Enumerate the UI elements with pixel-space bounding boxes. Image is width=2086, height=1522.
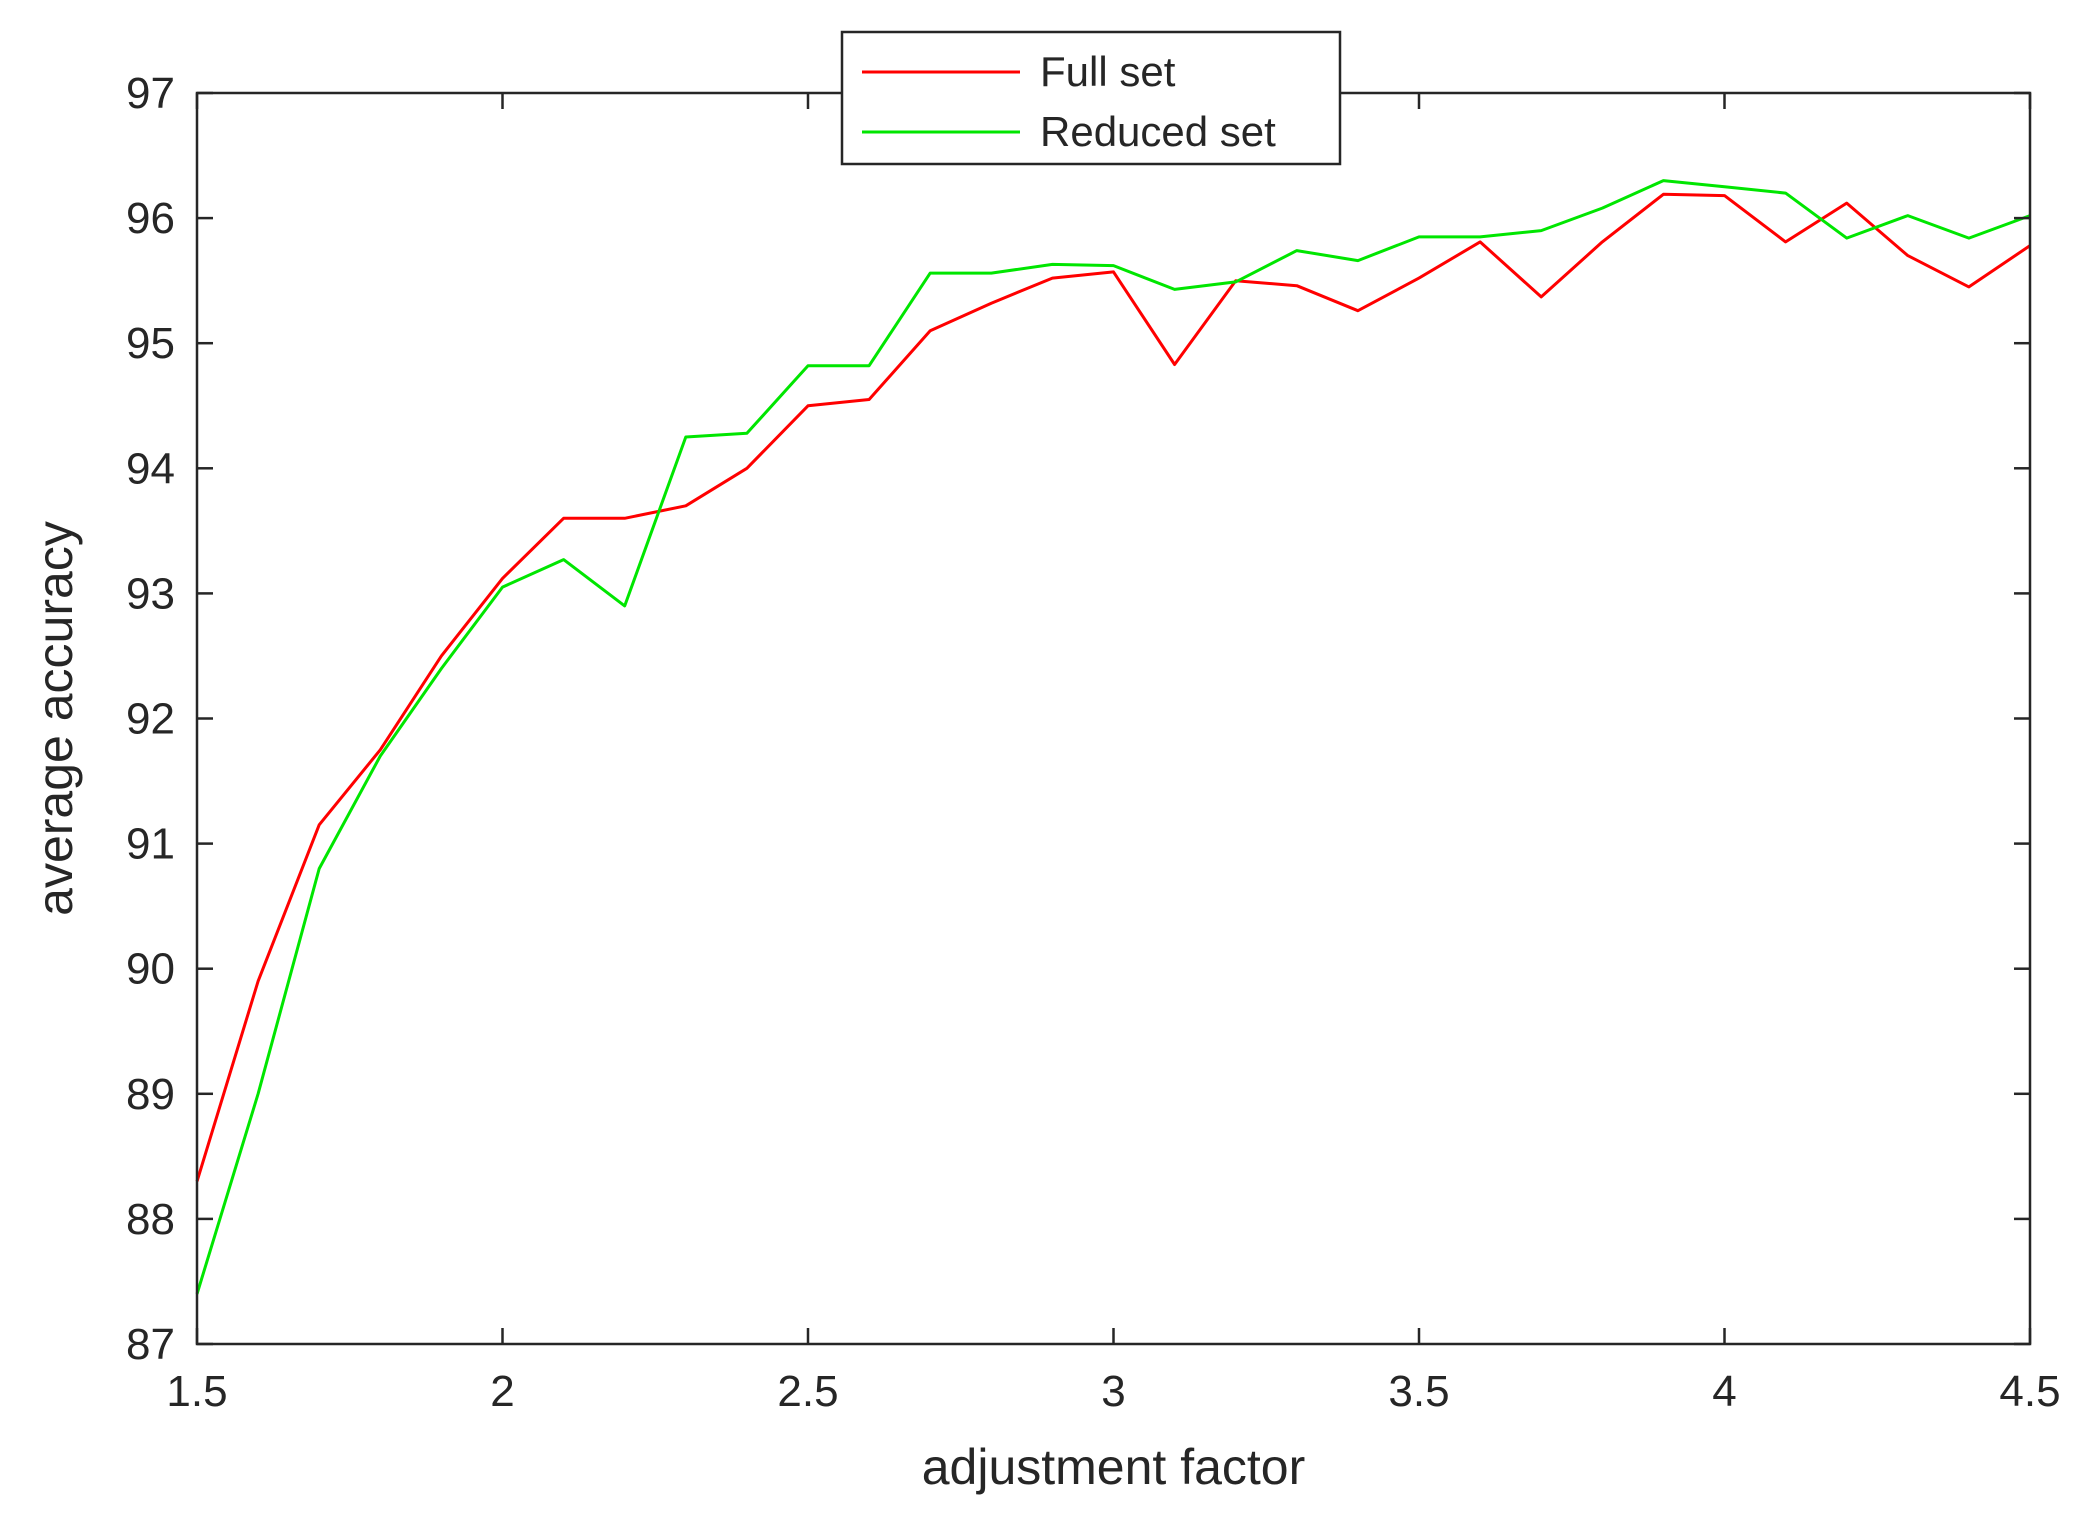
y-tick-label: 91 [126,820,175,869]
x-tick-label: 3 [1101,1367,1125,1416]
y-tick-label: 93 [126,569,175,618]
y-tick-label: 94 [126,444,175,493]
y-tick-label: 96 [126,194,175,243]
x-axis-label: adjustment factor [922,1439,1306,1495]
legend: Full set Reduced set [840,30,1342,166]
x-tick-label: 2.5 [777,1367,838,1416]
y-tick-label: 92 [126,695,175,744]
series-line-1 [195,179,2031,1295]
y-tick-label: 87 [126,1320,175,1369]
series-line-0 [195,192,2031,1182]
y-tick-label: 97 [126,69,175,118]
y-tick-label: 95 [126,319,175,368]
x-tick-label: 4.5 [1999,1367,2060,1416]
axis-ticks: 1.5 2 2.5 3 3.5 4 4.5 87 88 89 90 91 92 93 94 95 96 97 [126,69,2061,1416]
x-tick-label: 2 [490,1367,514,1416]
y-tick-label: 88 [126,1195,175,1244]
y-tick-label: 90 [126,945,175,994]
legend-entry-full-set: Full set [1040,48,1176,95]
x-tick-label: 1.5 [166,1367,227,1416]
y-tick-label: 89 [126,1070,175,1119]
plot-area-frame [195,91,2032,1346]
y-axis-label: average accuracy [27,521,83,916]
x-tick-label: 4 [1712,1367,1736,1416]
legend-entry-reduced-set: Reduced set [1040,108,1276,155]
x-tick-label: 3.5 [1388,1367,1449,1416]
legend-box [840,30,1342,166]
series-layer [195,179,2031,1295]
